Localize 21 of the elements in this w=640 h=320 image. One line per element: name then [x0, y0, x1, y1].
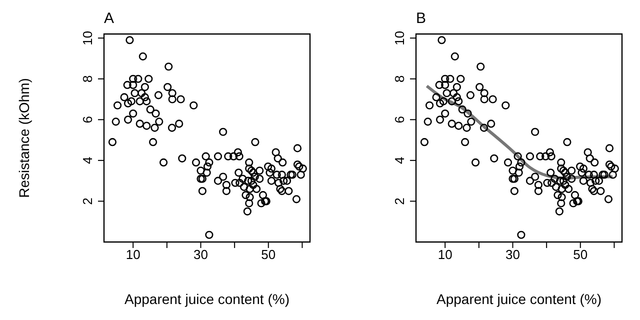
y-tick-label: 6	[392, 116, 407, 124]
y-tick-label: 4	[80, 156, 95, 164]
y-tick-label: 10	[392, 30, 407, 46]
y-axis-title: Resistance (kOhm)	[16, 78, 32, 198]
y-tick-label: 10	[80, 30, 95, 46]
chart-title: B	[416, 10, 426, 27]
x-axis-title: Apparent juice content (%)	[124, 291, 290, 307]
chart-title: A	[104, 10, 114, 27]
y-tick-label: 4	[392, 156, 407, 164]
x-tick-label: 10	[126, 247, 140, 262]
y-tick-label: 2	[392, 198, 407, 205]
x-axis-title: Apparent juice content (%)	[436, 291, 602, 307]
y-tick-label: 8	[80, 75, 95, 82]
y-tick-label: 8	[392, 75, 407, 82]
y-tick-label: 6	[80, 116, 95, 124]
x-tick-label: 30	[194, 247, 208, 262]
x-tick-label: 50	[573, 247, 588, 262]
x-tick-label: 30	[506, 247, 520, 262]
y-tick-label: 2	[80, 198, 95, 205]
x-tick-label: 10	[438, 247, 452, 262]
x-tick-label: 50	[261, 247, 276, 262]
